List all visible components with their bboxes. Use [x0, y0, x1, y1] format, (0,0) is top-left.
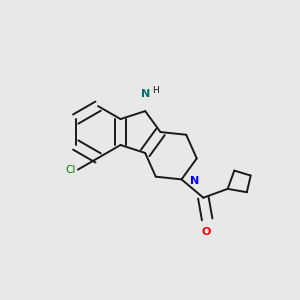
Text: N: N [141, 89, 150, 99]
Text: O: O [201, 227, 210, 237]
Text: H: H [153, 86, 159, 95]
Text: Cl: Cl [65, 165, 76, 175]
Text: N: N [190, 176, 199, 186]
